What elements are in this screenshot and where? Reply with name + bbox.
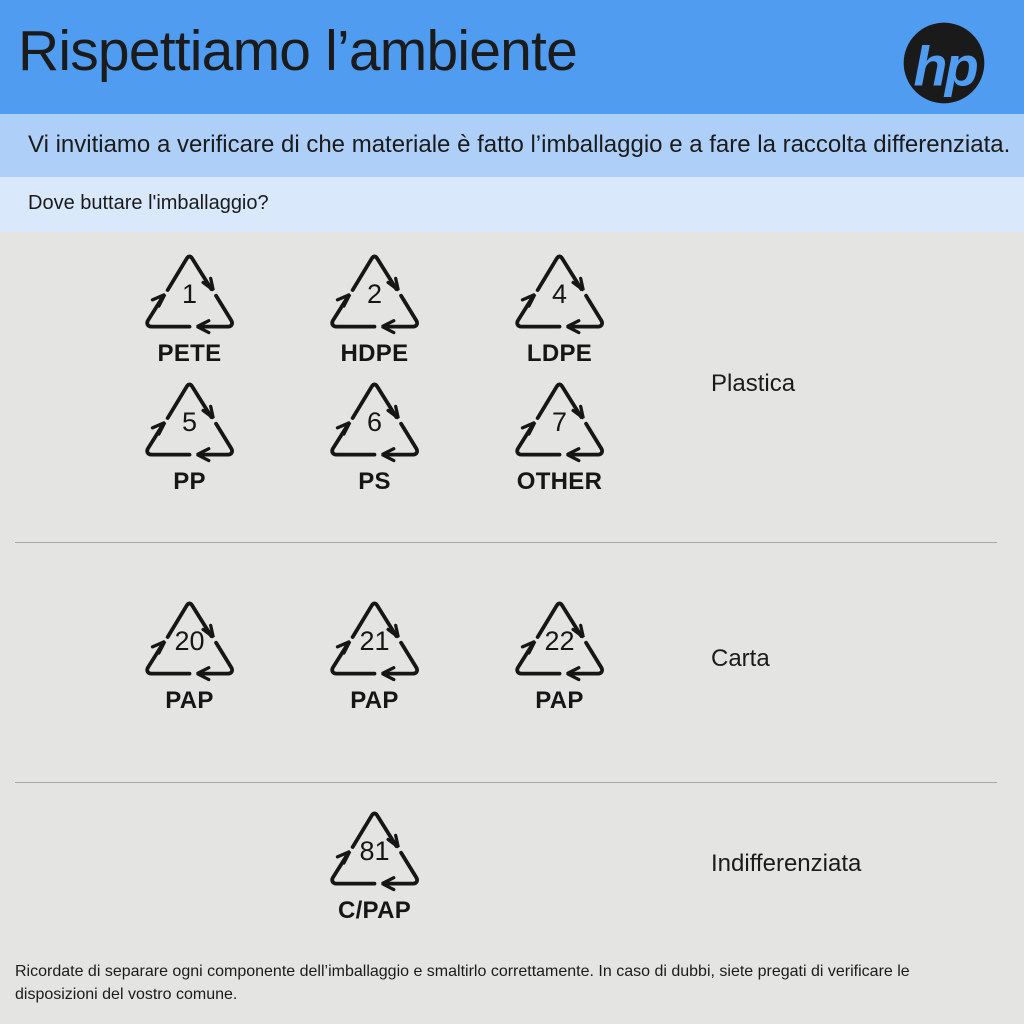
svg-text:hp: hp [913, 36, 977, 98]
